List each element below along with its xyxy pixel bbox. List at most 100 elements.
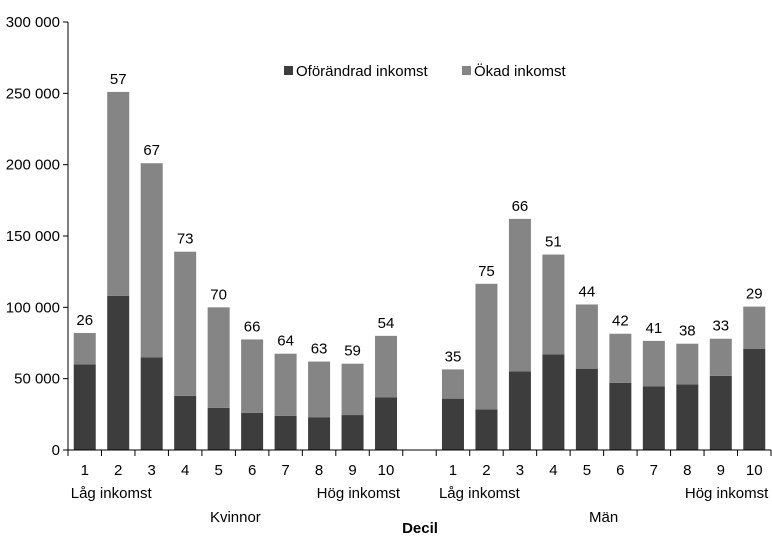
legend: Oförändrad inkomst Ökad inkomst [284, 62, 567, 80]
bar-unchanged [341, 415, 364, 450]
y-tick-label: 200 000 [6, 157, 60, 174]
bar-increased [609, 333, 632, 383]
bar-unchanged [609, 382, 632, 450]
legend-label-unchanged: Oförändrad inkomst [296, 63, 429, 80]
bar-percent-label: 51 [545, 234, 562, 251]
bar-percent-label: 64 [277, 333, 294, 350]
x-tick-label: 7 [281, 462, 289, 479]
bar-increased [174, 251, 197, 396]
bar-increased [475, 283, 498, 410]
bar-percent-label: 59 [344, 343, 361, 360]
bar-increased [107, 91, 130, 296]
legend-swatch-unchanged [284, 66, 293, 75]
bar-increased [341, 363, 364, 416]
y-tick-label: 100 000 [6, 299, 60, 316]
x-tick-label: 5 [583, 462, 591, 479]
bar-percent-label: 42 [612, 313, 629, 330]
x-tick-label: 2 [114, 462, 122, 479]
y-axis: 0 50 000 100 000 150 000 200 000 250 000 300 0… [6, 14, 69, 459]
bar-unchanged [140, 357, 163, 450]
bar-increased [642, 340, 665, 387]
bar-unchanged [274, 415, 297, 450]
x-tick-label: 8 [683, 462, 691, 479]
group-label: Män [589, 509, 618, 526]
bar-percent-label: 33 [712, 318, 729, 335]
x-axis: 1 2 3 4 5 6 7 8 9 10 Låg inkomst Hög inkomst Kvinnor… [67, 449, 772, 526]
bar-increased [575, 304, 598, 369]
bar-percent-label: 35 [445, 348, 462, 365]
bar-increased [542, 254, 565, 355]
group-label: Kvinnor [210, 509, 261, 526]
x-tick-label: 3 [516, 462, 524, 479]
bar-percent-label: 70 [210, 286, 227, 303]
bar-percent-label: 63 [311, 341, 328, 358]
y-tick-label: 250 000 [6, 85, 60, 102]
x-tick-label: 10 [746, 462, 763, 479]
low-income-label: Låg inkomst [439, 485, 521, 502]
bar-increased [241, 339, 264, 413]
y-tick-label: 0 [52, 442, 60, 459]
bar-percent-label: 73 [177, 231, 194, 248]
bar-unchanged [441, 398, 464, 450]
bar-percent-label: 44 [579, 283, 596, 300]
legend-swatch-increased [462, 66, 471, 75]
x-tick-label: 9 [717, 462, 725, 479]
bar-unchanged [73, 364, 96, 450]
bar-increased [743, 306, 766, 349]
y-tick-label: 300 000 [6, 14, 60, 31]
x-tick-label: 4 [181, 462, 189, 479]
bar-unchanged [508, 371, 531, 450]
bar-increased [308, 361, 331, 418]
bar-unchanged [743, 348, 766, 450]
x-tick-label: 10 [378, 462, 395, 479]
x-tick-label: 8 [315, 462, 323, 479]
bar-percent-label: 26 [76, 312, 93, 329]
bar-percent-label: 66 [244, 318, 261, 335]
x-tick-label: 1 [449, 462, 457, 479]
bar-unchanged [542, 354, 565, 450]
bar-unchanged [676, 384, 699, 450]
y-tick-label: 150 000 [6, 228, 60, 245]
x-tick-label: 9 [348, 462, 356, 479]
bar-unchanged [207, 407, 230, 450]
bar-percent-label: 54 [378, 315, 395, 332]
bar-unchanged [709, 375, 732, 450]
bar-increased [140, 163, 163, 358]
bar-increased [207, 307, 230, 408]
bar-unchanged [375, 397, 398, 450]
bar-unchanged [475, 409, 498, 450]
x-tick-label: 1 [81, 462, 89, 479]
bar-increased [441, 369, 464, 399]
bar-unchanged [575, 368, 598, 450]
bar-percent-label: 75 [478, 263, 495, 280]
x-tick-label: 5 [214, 462, 222, 479]
x-axis-title: Decil [402, 520, 438, 537]
high-income-label: Hög inkomst [685, 485, 769, 502]
bar-percent-label: 57 [110, 71, 127, 88]
bar-increased [676, 343, 699, 385]
bar-unchanged [107, 295, 130, 450]
bar-increased [508, 218, 531, 372]
x-tick-label: 6 [616, 462, 624, 479]
bar-increased [73, 333, 96, 365]
bar-unchanged [308, 417, 331, 450]
bar-increased [274, 353, 297, 416]
bar-percent-label: 41 [645, 320, 662, 337]
low-income-label: Låg inkomst [71, 485, 153, 502]
high-income-label: Hög inkomst [317, 485, 401, 502]
x-tick-label: 6 [248, 462, 256, 479]
bar-unchanged [642, 386, 665, 450]
bars: 26 57 67 73 70 66 64 63 59 54 35 75 66 51 44 42 41 38 33 29 [73, 71, 766, 450]
bar-percent-label: 66 [512, 198, 529, 215]
bar-increased [709, 338, 732, 376]
bar-unchanged [174, 395, 197, 450]
bar-unchanged [241, 412, 264, 450]
y-tick-label: 50 000 [14, 371, 60, 388]
x-tick-label: 3 [148, 462, 156, 479]
bar-percent-label: 29 [746, 286, 763, 303]
x-tick-label: 7 [650, 462, 658, 479]
legend-label-increased: Ökad inkomst [474, 62, 567, 80]
x-tick-label: 4 [549, 462, 557, 479]
bar-increased [375, 335, 398, 398]
